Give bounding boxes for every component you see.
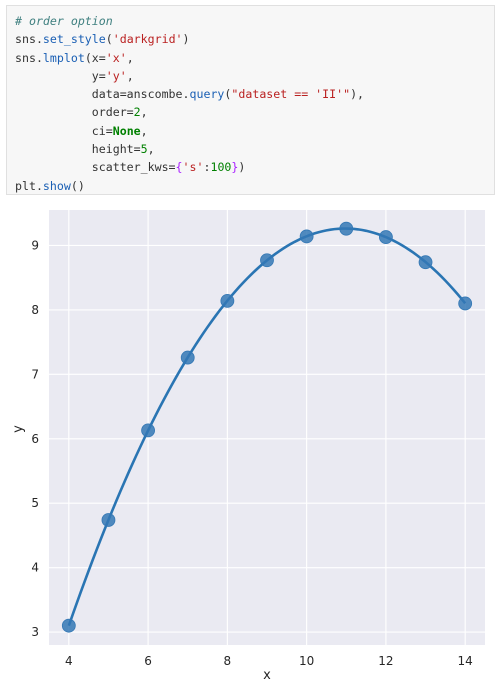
x-tick-label: 8 [224,654,232,668]
x-tick-label: 14 [458,654,473,668]
x-tick-label: 12 [378,654,393,668]
code-line-scatter-kws: scatter_kws={'s':100}) [91,160,246,175]
y-tick-label: 9 [31,238,39,252]
scatter-point [101,513,116,527]
code-line-y: y='y', [91,68,134,83]
scatter-point [458,296,473,311]
y-tick-labels: 3 4 5 6 7 8 9 [31,238,39,639]
y-axis-label: y [11,425,26,433]
code-comment: # order option [15,14,113,28]
scatter-point [260,253,274,268]
y-tick-label: 3 [31,625,39,639]
code-line-set-style: sns.set_style('darkgrid') [15,32,190,47]
code-line-lmplot: sns.lmplot(x='x', [15,50,134,65]
y-tick-label: 4 [31,561,39,575]
code-line-show: plt.show() [15,178,85,193]
scatter-point [220,293,235,308]
lmplot-chart: 4 6 8 10 12 14 3 4 5 6 7 8 9 x y [11,210,485,683]
scatter-point [339,221,354,236]
x-axis-label: x [263,668,271,683]
scatter-point [299,229,314,244]
y-tick-label: 8 [31,303,39,317]
grid-lines [49,210,485,645]
y-tick-label: 7 [31,367,39,381]
x-tick-label: 4 [65,654,73,668]
x-tick-labels: 4 6 8 10 12 14 [65,654,473,668]
scatter-point [379,230,393,244]
plot-area [49,210,485,645]
code-line-order: order=2, [91,105,148,120]
scatter-points [61,221,473,633]
y-tick-label: 6 [31,432,39,446]
scatter-point [141,423,155,438]
scatter-point [418,255,433,270]
code-line-height: height=5, [91,142,155,157]
code-line-ci: ci=None, [91,123,148,138]
scatter-point [61,618,76,633]
y-tick-label: 5 [31,496,39,510]
x-tick-label: 10 [299,654,314,668]
code-cell[interactable]: # order option sns.set_style('darkgrid')… [6,5,495,195]
scatter-point [180,350,195,365]
x-tick-label: 6 [144,654,152,668]
code-line-data: data=anscombe.query("dataset == 'II'"), [91,87,365,102]
